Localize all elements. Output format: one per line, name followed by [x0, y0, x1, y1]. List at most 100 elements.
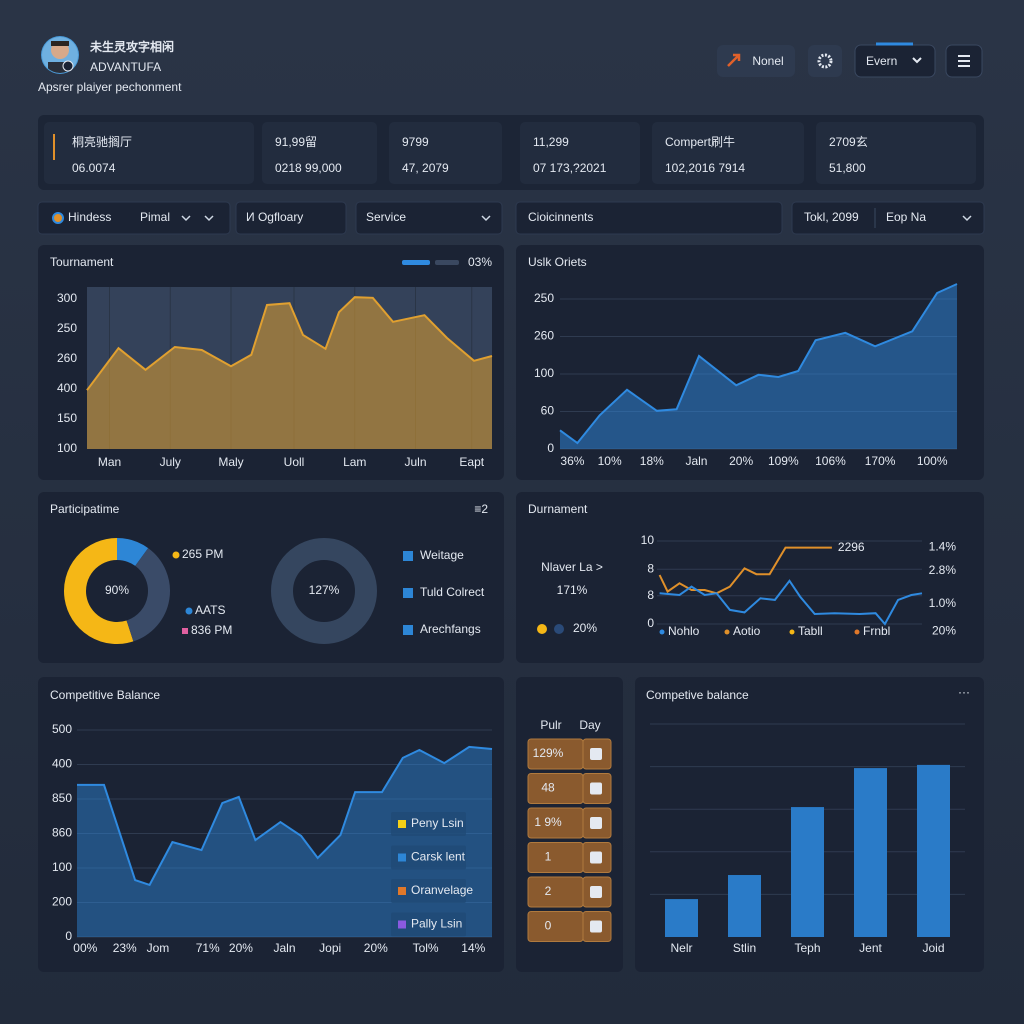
dropdown-label[interactable]: Evern	[866, 54, 897, 68]
gear-icon	[817, 53, 833, 69]
filter-label[interactable]: Cioicinnents	[528, 210, 593, 224]
area-fill	[87, 297, 492, 449]
stat-value: 91,99留	[275, 135, 317, 149]
chart-title: Uslk Oriets	[528, 255, 587, 269]
x-tick-label: 20%	[364, 941, 388, 955]
y-tick-label: 20%	[932, 623, 956, 637]
x-tick-label: 20%	[229, 941, 253, 955]
x-tick-label: Jent	[859, 941, 882, 955]
y-tick-label: 0	[647, 616, 654, 630]
y-tick-label: 1.4%	[929, 540, 957, 554]
chevron	[962, 215, 972, 222]
x-tick-label: Jaln	[685, 454, 707, 468]
x-tick-label: Jaln	[273, 941, 295, 955]
cell-value: 48	[541, 781, 555, 795]
legend-swatch	[398, 820, 406, 828]
filter-box[interactable]	[515, 201, 783, 235]
x-tick-label: Nelr	[670, 941, 692, 955]
stat-sub: 0218 99,000	[275, 161, 342, 175]
stat-card	[652, 122, 804, 184]
y-tick-label: 100	[57, 441, 77, 455]
annotation: 20%	[573, 621, 597, 635]
cell-icon: x	[593, 747, 600, 761]
icon-box	[590, 817, 602, 829]
y-tick-label: 400	[57, 381, 77, 395]
annotation: 171%	[557, 583, 588, 597]
legend-label: Tuld Colrect	[420, 585, 485, 599]
x-tick-label: 109%	[768, 454, 799, 468]
x-tick-label: 36%	[560, 454, 584, 468]
stat-card	[44, 122, 254, 184]
y-tick-label: 260	[534, 329, 554, 343]
legend-swatch	[403, 551, 413, 561]
legend-label: Pally Lsin	[411, 917, 462, 931]
table-cell[interactable]	[527, 876, 584, 908]
menu[interactable]: ···	[958, 685, 970, 699]
menu[interactable]: ≡2	[474, 502, 488, 516]
button[interactable]	[717, 45, 795, 77]
x-tick-label: Man	[98, 455, 121, 469]
x-tick-label: 18%	[640, 454, 664, 468]
button-label[interactable]: Nonel	[752, 54, 783, 68]
x-tick-label: Uoll	[284, 455, 305, 469]
cell-value: 2	[545, 884, 552, 898]
y-tick-label: 8	[647, 588, 654, 602]
filter-label[interactable]: Hindess	[68, 210, 111, 224]
filter-label[interactable]: Tokl, 2099	[804, 210, 859, 224]
hamburger-icon	[958, 55, 970, 67]
filter-box[interactable]	[791, 201, 985, 235]
chevron	[204, 215, 214, 222]
y-tick-label: 850	[52, 791, 72, 805]
x-tick-label: 23%	[113, 941, 137, 955]
icon-box	[590, 782, 602, 795]
stat-sub: 102,2016 7914	[665, 161, 745, 175]
legend-dot	[537, 624, 547, 634]
filter-label[interactable]: Service	[366, 210, 406, 224]
chart-title: Tournament	[50, 255, 114, 269]
legend-label: Nohlo	[668, 624, 700, 638]
filter-box[interactable]	[37, 201, 231, 235]
table-cell[interactable]	[527, 911, 584, 942]
y-tick-label: 250	[534, 291, 554, 305]
stat-card	[262, 122, 377, 184]
x-tick-label: 100%	[917, 454, 948, 468]
legend-swatch	[402, 260, 430, 265]
table-cell[interactable]	[527, 773, 584, 804]
y-tick-label: 150	[57, 411, 77, 425]
chevron	[481, 215, 491, 222]
table-cell[interactable]	[527, 842, 584, 873]
legend-label: Oranvelage	[411, 883, 473, 897]
filter-label[interactable]: И Ogfloary	[246, 210, 303, 224]
panel	[516, 492, 984, 663]
chart-title: Competitive Balance	[50, 688, 160, 702]
legend-dot	[854, 629, 860, 635]
chart-title: Durnament	[528, 502, 588, 516]
icon	[727, 53, 741, 67]
content: 未生灵攻字相闲 ADVANTUFA Apsrer plaiyer pechonmen…	[37, 39, 985, 972]
y-tick-label: 2.8%	[929, 563, 957, 577]
filter-box[interactable]	[355, 201, 503, 235]
icon-box	[590, 748, 602, 760]
stat-value: Compert刷牛	[665, 134, 735, 149]
bar	[728, 875, 761, 937]
settings-button[interactable]	[808, 45, 842, 77]
legend-label: Tabll	[798, 624, 823, 638]
legend-label: Carsk lent	[411, 850, 466, 864]
caption: Apsrer plaiyer pechonment	[38, 80, 182, 94]
x-tick-label: Joid	[922, 941, 944, 955]
y-tick-label: 0	[547, 441, 554, 455]
legend-swatch	[403, 588, 413, 598]
cell-icon: x	[593, 885, 600, 899]
stat-card	[389, 122, 502, 184]
legend-dot	[554, 624, 564, 634]
x-tick-label: 71%	[196, 941, 220, 955]
filter-label[interactable]: Pimal	[140, 210, 170, 224]
filter-box[interactable]	[235, 201, 347, 235]
y-tick-label: 60	[541, 404, 555, 418]
x-tick-label: Maly	[218, 455, 243, 469]
ring	[271, 538, 377, 644]
bar	[791, 807, 824, 937]
filter-label[interactable]: Eop Na	[886, 210, 926, 224]
